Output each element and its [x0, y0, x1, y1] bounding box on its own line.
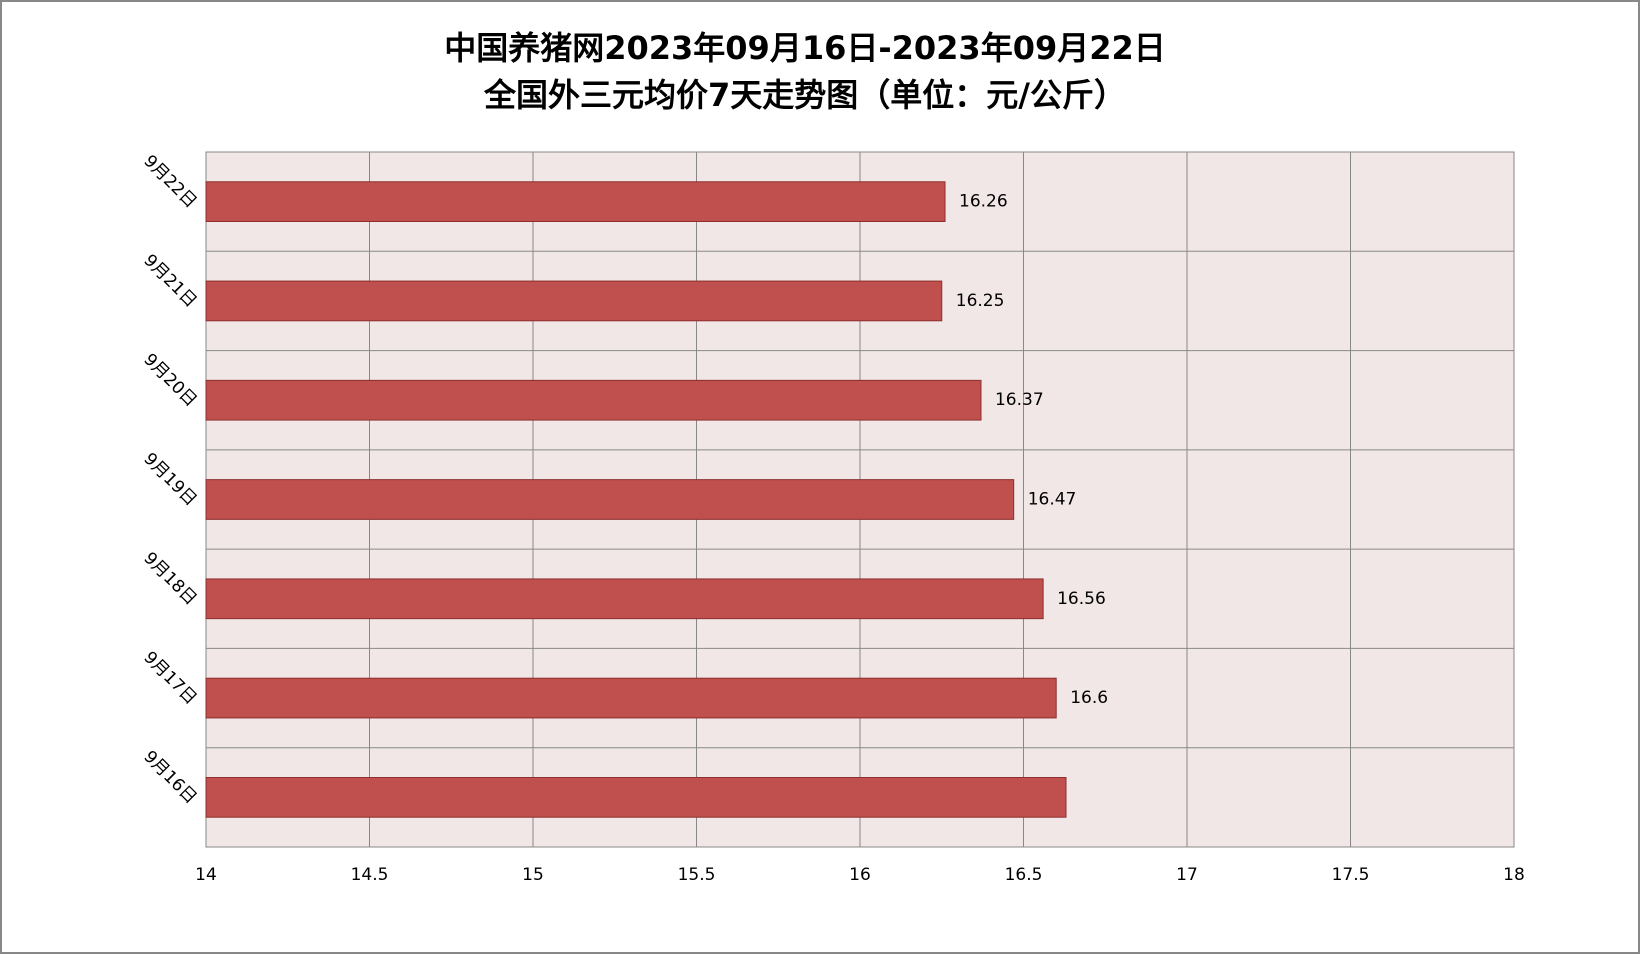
bar [205, 578, 1044, 620]
x-tick-label: 17 [1176, 865, 1198, 885]
bar [205, 479, 1015, 520]
data-label: 16.47 [1028, 490, 1077, 510]
x-tick-label: 15.5 [678, 865, 716, 885]
x-tick-label: 17.5 [1332, 865, 1370, 885]
bar [205, 280, 943, 322]
x-tick-label: 14.5 [351, 865, 389, 885]
x-tick-label: 15 [522, 865, 544, 885]
x-tick-label: 18 [1503, 865, 1525, 885]
data-label: 16.6 [1070, 688, 1108, 708]
bar [205, 379, 982, 421]
x-tick-label: 16 [849, 865, 871, 885]
chart-title: 中国养猪网2023年09月16日-2023年09月22日 [444, 29, 1166, 67]
data-label: 16.56 [1057, 589, 1106, 609]
data-label: 16.37 [995, 390, 1044, 410]
data-label: 16.25 [956, 291, 1005, 311]
chart-subtitle: 全国外三元均价7天走势图（单位：元/公斤） [483, 76, 1126, 114]
data-label: 16.26 [959, 192, 1008, 212]
bar [205, 677, 1057, 719]
x-tick-label: 16.5 [1005, 865, 1043, 885]
bar [205, 777, 1067, 818]
bar [205, 181, 946, 223]
x-tick-label: 14 [195, 865, 217, 885]
